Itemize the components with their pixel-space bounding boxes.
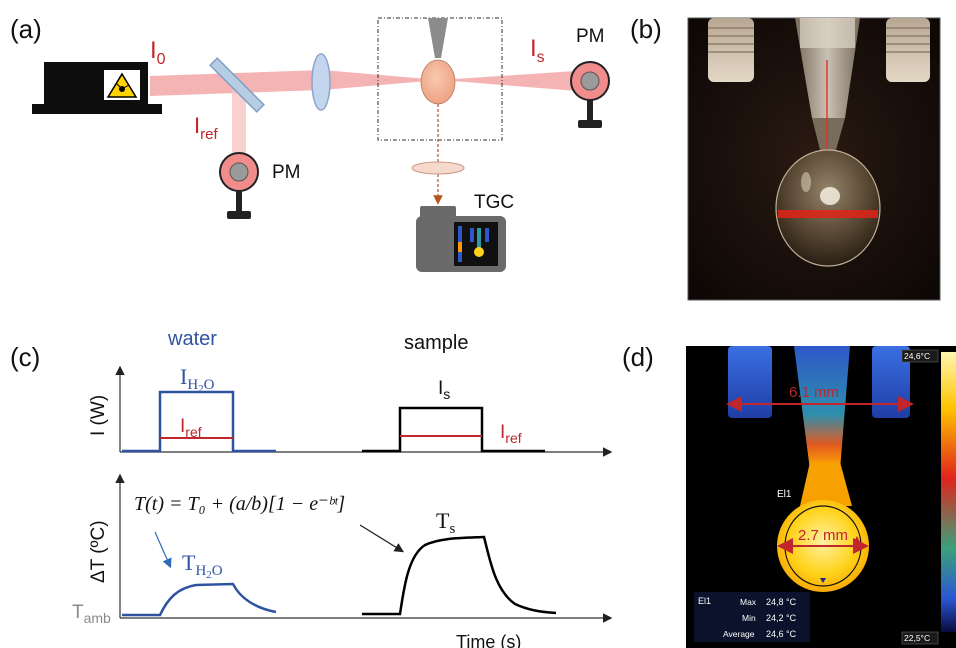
pipette-icon [428, 18, 448, 58]
ts-label: Ts [436, 508, 455, 537]
laser-warning-icon [106, 72, 138, 98]
sample-enclosure [377, 17, 503, 141]
thermal-image: 6.1 mm 2.7 mm El1 24,6°C 22,5°C El1 Max … [686, 346, 956, 648]
iref-setup-label: Iref [194, 113, 218, 143]
stats-min-value: 24,2 °C [766, 613, 797, 623]
mirror-icon [209, 57, 265, 113]
ih2o-label: IH2O [180, 364, 215, 395]
scale-min-box [901, 631, 939, 645]
tgc-label: TGC [474, 192, 514, 213]
stats-avg-value: 24,6 °C [766, 629, 797, 639]
water-label: water [167, 328, 217, 350]
sample-intensity-trace [362, 406, 545, 453]
stats-max-key: Max [740, 597, 757, 607]
scale-min: 22,5°C [904, 633, 930, 643]
top-y-label: I (W) [88, 395, 109, 436]
panel-label-b: (b) [630, 14, 662, 44]
laser-source [32, 62, 162, 114]
power-meter-icon [570, 61, 610, 128]
ellipse-label: El1 [777, 489, 792, 500]
laser-beam-focused [322, 70, 440, 90]
droplet-icon [420, 59, 456, 105]
thermal-camera-icon [416, 206, 506, 272]
lens-icon [311, 53, 331, 111]
panel-label-d: (d) [622, 342, 654, 372]
min-marker [820, 578, 826, 583]
stats-title: El1 [698, 596, 711, 606]
pm-label-bottom: PM [272, 162, 301, 183]
sample-temperature-trace [362, 535, 557, 616]
th2o-label: TH2O [182, 550, 223, 581]
laser-beam-diverging [440, 70, 590, 92]
sample-temp-arrow [359, 524, 405, 553]
setup-schematic: I0 Iref Is PM PM TGC [32, 17, 610, 272]
scale-max-box [901, 349, 939, 363]
iref-sample-label: Iref [500, 422, 522, 446]
water-intensity-trace [122, 390, 276, 453]
pendant-droplet-photo [687, 17, 941, 301]
water-temperature-trace [122, 582, 277, 617]
stats-min-key: Min [742, 613, 756, 623]
stats-max-value: 24,8 °C [766, 597, 797, 607]
reference-beam [232, 90, 246, 160]
heating-equation: T(t) = T₀ + (a/b)[1 − e⁻ᵇᵗ] [134, 493, 345, 515]
reference-power-meter-icon [219, 152, 259, 219]
camera-lens [411, 161, 465, 175]
temperature-scale [941, 352, 956, 632]
iref-water-label: Iref [180, 416, 202, 440]
signal-plots: water sample I (W) ΔT (ºC) Time (s) IH2O… [72, 328, 613, 648]
is-setup-label: Is [530, 35, 545, 66]
i0-label: I0 [150, 37, 166, 68]
stats-avg-key: Average [723, 629, 755, 639]
x-label: Time (s) [456, 632, 521, 648]
bottom-y-label: ΔT (ºC) [88, 520, 109, 583]
sample-label: sample [404, 332, 468, 354]
water-temp-arrow [154, 531, 172, 569]
diameter-label: 2.7 mm [798, 527, 848, 544]
stats-panel [694, 592, 810, 642]
panel-label-c: (c) [10, 342, 41, 372]
scale-max: 24,6°C [904, 351, 930, 361]
width-label: 6.1 mm [789, 384, 839, 401]
pm-label-right: PM [576, 26, 605, 47]
tamb-label: Tamb [72, 602, 111, 626]
panel-label-a: (a) [10, 14, 42, 44]
is-plot-label: Is [438, 378, 450, 402]
